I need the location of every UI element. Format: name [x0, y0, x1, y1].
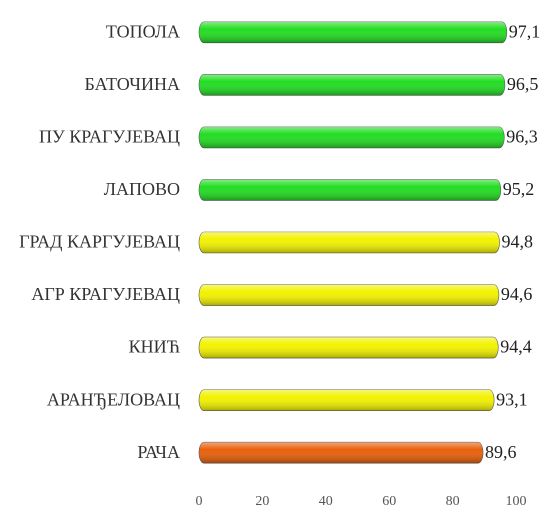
bar-shade [199, 126, 505, 148]
x-tick-label: 40 [319, 494, 333, 509]
bar-shade [199, 337, 499, 359]
x-tick-label: 100 [506, 494, 527, 509]
bar-shade [199, 179, 501, 201]
bar-shade [199, 74, 505, 96]
y-tick-label: БАТОЧИНА [84, 74, 180, 94]
y-tick-label: РАЧА [137, 442, 180, 462]
value-label: 89,6 [485, 442, 516, 462]
value-label: 93,1 [496, 389, 528, 409]
value-label: 97,1 [509, 21, 541, 41]
x-tick-label: 60 [382, 494, 396, 509]
y-tick-label: ЛАПОВО [104, 179, 180, 199]
value-label: 96,5 [507, 74, 539, 94]
y-tick-label: КНИЋ [129, 337, 181, 357]
bar-shade [199, 21, 507, 43]
bar-shade [199, 284, 499, 306]
bar-shade [199, 442, 484, 464]
value-label: 94,4 [500, 337, 532, 357]
x-tick-label: 0 [196, 494, 203, 509]
y-tick-label: ГРАД КАРГУЈЕВАЦ [19, 232, 180, 252]
y-tick-label: ТОПОЛА [106, 21, 180, 41]
x-tick-label: 80 [446, 494, 460, 509]
y-tick-label: АГР КРАГУЈЕВАЦ [31, 284, 180, 304]
value-label: 95,2 [503, 179, 535, 199]
value-label: 94,8 [502, 232, 534, 252]
value-label: 94,6 [501, 284, 532, 304]
x-tick-label: 20 [255, 494, 269, 509]
bar-shade [199, 232, 500, 253]
y-tick-label: АРАНЂЕЛОВАЦ [47, 389, 180, 409]
bar-shade [199, 389, 495, 411]
y-tick-label: ПУ КРАГУЈЕВАЦ [39, 127, 180, 147]
value-label: 96,3 [506, 127, 538, 147]
